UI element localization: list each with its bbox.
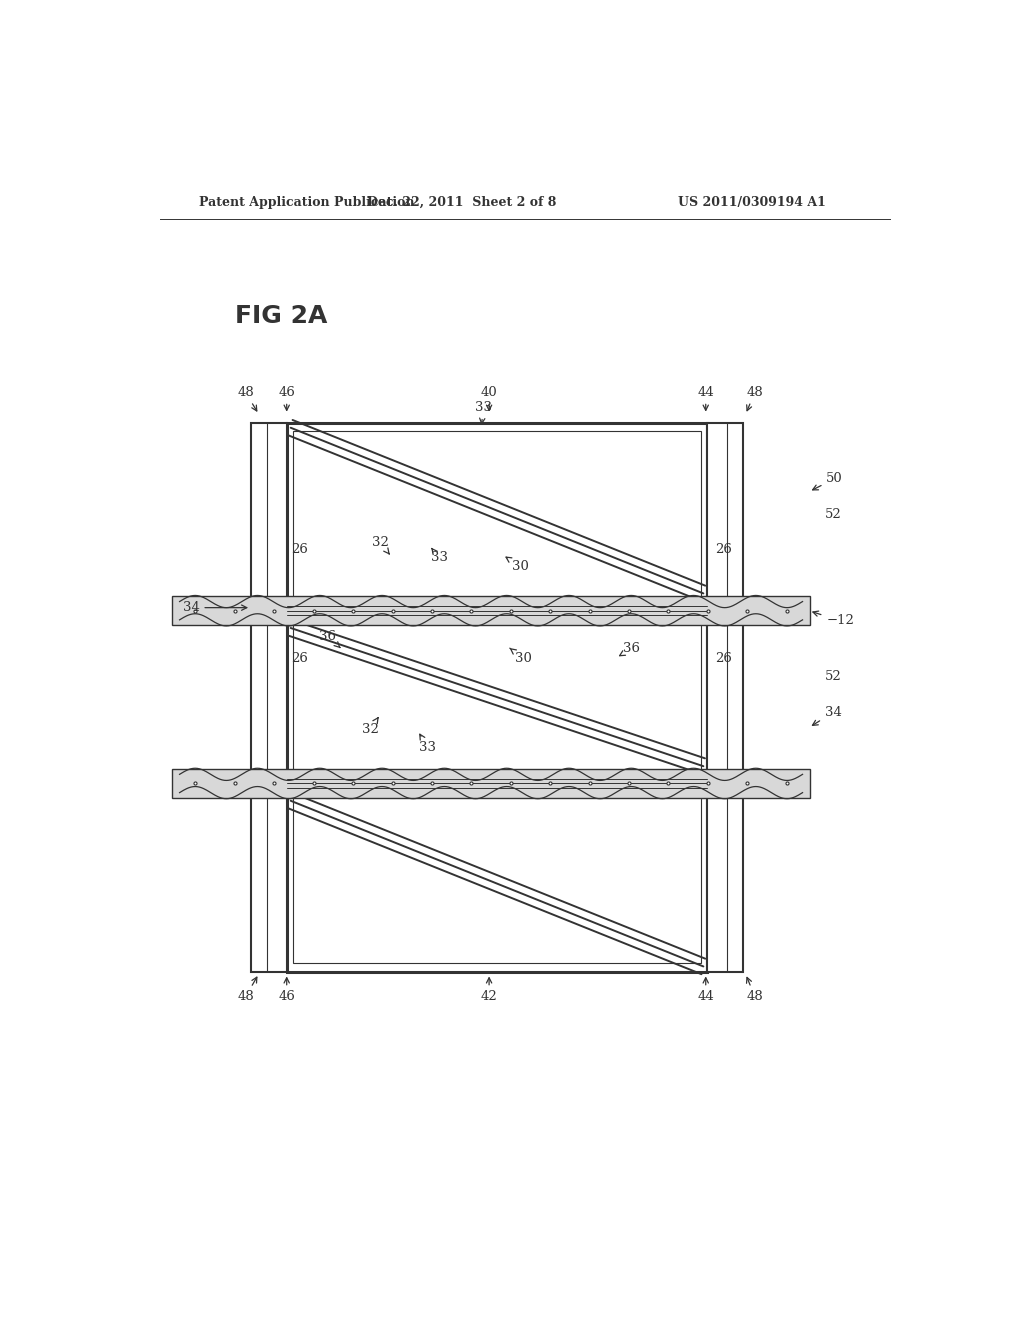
Text: 26: 26 <box>291 652 307 665</box>
Text: 50: 50 <box>813 473 843 490</box>
Bar <box>251 422 287 972</box>
Text: 33: 33 <box>430 548 447 565</box>
Text: 36: 36 <box>319 630 340 648</box>
Text: 48: 48 <box>746 977 763 1003</box>
Text: 46: 46 <box>279 978 295 1003</box>
Text: 46: 46 <box>279 385 295 411</box>
Text: 32: 32 <box>372 536 389 554</box>
Text: 36: 36 <box>620 642 640 656</box>
Text: 26: 26 <box>715 544 732 556</box>
Text: 42: 42 <box>480 978 498 1003</box>
Text: 52: 52 <box>824 508 842 520</box>
Text: 52: 52 <box>824 671 842 684</box>
Bar <box>287 422 708 972</box>
Text: −12: −12 <box>813 611 854 627</box>
Text: 30: 30 <box>506 557 529 573</box>
Text: 26: 26 <box>291 544 307 556</box>
Text: 40: 40 <box>480 385 498 411</box>
Text: 33: 33 <box>420 734 436 755</box>
Text: 33: 33 <box>475 401 493 424</box>
Text: Dec. 22, 2011  Sheet 2 of 8: Dec. 22, 2011 Sheet 2 of 8 <box>367 195 556 209</box>
Bar <box>293 430 701 964</box>
Text: 26: 26 <box>715 652 732 665</box>
Text: 48: 48 <box>238 385 257 411</box>
Text: 48: 48 <box>746 385 763 411</box>
Bar <box>172 597 811 624</box>
Text: 32: 32 <box>361 718 379 737</box>
Text: 34: 34 <box>182 601 247 614</box>
Text: US 2011/0309194 A1: US 2011/0309194 A1 <box>679 195 826 209</box>
Bar <box>172 770 811 797</box>
Text: 34: 34 <box>812 706 842 726</box>
Text: 44: 44 <box>697 385 714 411</box>
Bar <box>708 422 743 972</box>
Text: 48: 48 <box>238 977 257 1003</box>
Text: Patent Application Publication: Patent Application Publication <box>200 195 415 209</box>
Text: FIG 2A: FIG 2A <box>236 304 328 327</box>
Text: 44: 44 <box>697 978 714 1003</box>
Text: 30: 30 <box>510 648 531 665</box>
